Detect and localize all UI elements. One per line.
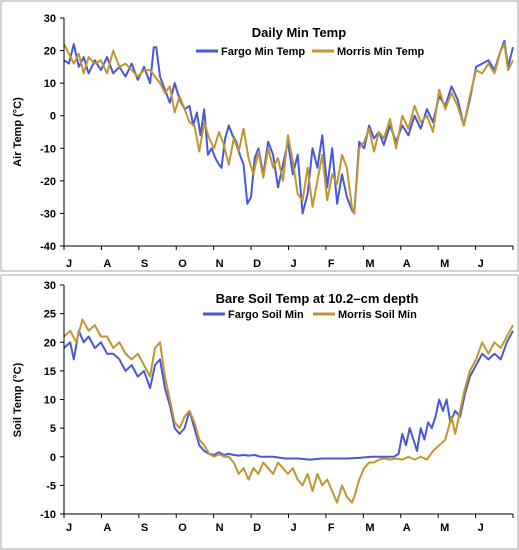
air-x-tick-label: J [291, 258, 297, 270]
air-y-tick-label: -20 [40, 176, 56, 188]
air-x-tick-label: S [141, 258, 148, 270]
air-y-tick-label: 0 [50, 111, 56, 123]
air-y-axis-title: Air Temp (°C) [12, 97, 24, 167]
soil-x-tick-label: S [141, 522, 148, 534]
air-axes [63, 18, 513, 247]
air-x-tick-label: N [216, 258, 224, 270]
soil-y-tick-label: 30 [44, 280, 56, 292]
air-y-tick-label: 20 [44, 46, 56, 58]
air-series-line-morris [63, 43, 514, 215]
air-x-tick-label: J [66, 258, 72, 270]
air-x-tick-label: M [440, 258, 449, 270]
air-y-tick-label: -30 [40, 208, 56, 220]
air-legend-label: Morris Min Temp [337, 46, 424, 58]
soil-x-tick-label: N [216, 522, 224, 534]
soil-x-tick-label: J [291, 522, 297, 534]
soil-x-tick-label: J [66, 522, 72, 534]
soil-x-tick-label: D [253, 522, 261, 534]
soil-chart-title: Bare Soil Temp at 10.2–cm depth [216, 291, 419, 306]
air-y-ticks: -40 -30 -20 -10 0 10 20 30 [40, 13, 64, 253]
soil-y-tick-label: -5 [46, 480, 56, 492]
soil-y-tick-label: 5 [50, 423, 56, 435]
air-y-tick-label: 30 [44, 13, 56, 25]
soil-y-tick-label: 25 [44, 309, 56, 321]
soil-series-group [63, 318, 514, 504]
soil-x-tick-label: O [178, 522, 187, 534]
air-x-tick-label: M [365, 258, 374, 270]
soil-temp-chart: Bare Soil Temp at 10.2–cm depth Fargo So… [0, 274, 519, 550]
air-chart-border [0, 0, 519, 272]
air-y-tick-label: -10 [40, 143, 56, 155]
soil-x-tick-label: M [440, 522, 449, 534]
soil-y-tick-label: 10 [44, 395, 56, 407]
soil-legend-label: Morris Soil Min [338, 309, 417, 321]
soil-legend-label: Fargo Soil Min [228, 309, 304, 321]
soil-series-line-morris [63, 318, 514, 504]
air-legend: Fargo Min Temp Morris Min Temp [196, 46, 424, 58]
air-x-tick-label: A [403, 258, 411, 270]
air-x-tick-label: A [103, 258, 111, 270]
air-x-tick-label: F [328, 258, 335, 270]
air-y-tick-label: -40 [40, 241, 56, 253]
air-y-tick-label: 10 [44, 78, 56, 90]
soil-legend: Fargo Soil Min Morris Soil Min [203, 309, 417, 321]
soil-y-tick-label: 0 [50, 452, 56, 464]
air-legend-label: Fargo Min Temp [221, 46, 305, 58]
air-x-tick-label: J [478, 258, 484, 270]
soil-y-tick-label: 20 [44, 337, 56, 349]
soil-x-tick-label: A [103, 522, 111, 534]
soil-chart-border [0, 274, 519, 550]
air-series-line-fargo [63, 39, 514, 215]
soil-y-ticks: -10 -5 0 5 10 15 20 25 30 [40, 280, 64, 521]
air-x-tick-label: D [253, 258, 261, 270]
air-chart-title: Daily Min Temp [252, 25, 346, 40]
soil-series-line-fargo [63, 329, 514, 461]
soil-y-tick-label: -10 [40, 509, 56, 521]
air-series-group [63, 39, 514, 215]
soil-x-tick-label: A [403, 522, 411, 534]
soil-axes [63, 285, 513, 515]
air-x-tick-label: O [178, 258, 187, 270]
air-temp-chart: Daily Min Temp Fargo Min Temp Morris Min … [0, 0, 519, 272]
soil-y-tick-label: 15 [44, 366, 56, 378]
soil-y-axis-title: Soil Temp (°C) [12, 362, 24, 437]
soil-x-tick-label: M [365, 522, 374, 534]
soil-x-tick-label: J [478, 522, 484, 534]
soil-x-tick-label: F [328, 522, 335, 534]
